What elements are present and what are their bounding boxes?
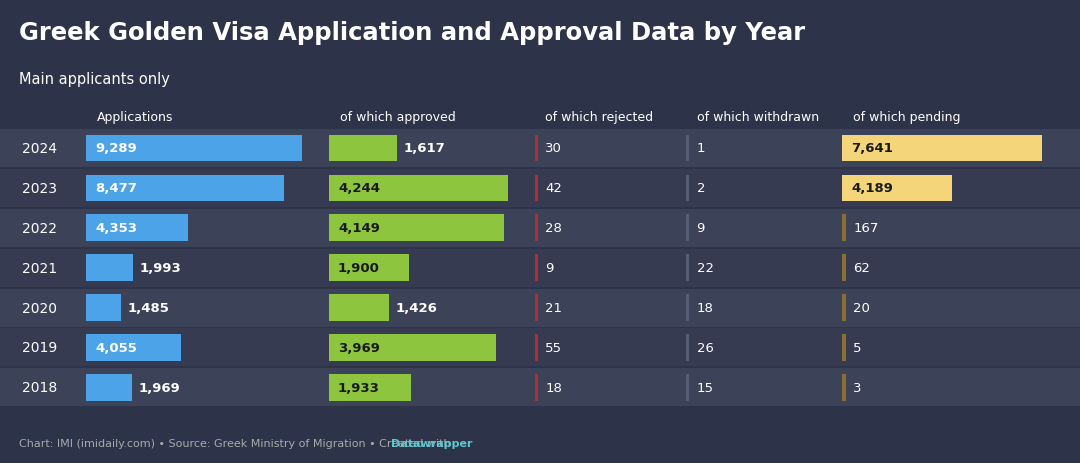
FancyBboxPatch shape (535, 135, 538, 162)
Text: 4,055: 4,055 (95, 341, 137, 354)
Text: 167: 167 (853, 222, 878, 235)
Text: 26: 26 (697, 341, 714, 354)
Text: 9: 9 (545, 262, 554, 275)
FancyBboxPatch shape (86, 175, 284, 202)
Text: 18: 18 (545, 381, 563, 394)
FancyBboxPatch shape (686, 215, 689, 242)
Text: 4,353: 4,353 (95, 222, 137, 235)
FancyBboxPatch shape (535, 215, 538, 242)
Text: 21: 21 (545, 301, 563, 314)
FancyBboxPatch shape (535, 334, 538, 361)
Text: 3: 3 (853, 381, 862, 394)
FancyBboxPatch shape (842, 135, 1042, 162)
FancyBboxPatch shape (0, 369, 1080, 407)
FancyBboxPatch shape (329, 135, 397, 162)
Text: 3,969: 3,969 (338, 341, 380, 354)
Text: of which approved: of which approved (340, 111, 456, 124)
FancyBboxPatch shape (535, 294, 538, 321)
Text: 9,289: 9,289 (95, 142, 137, 155)
Text: 2023: 2023 (22, 181, 56, 195)
Text: 1,485: 1,485 (127, 301, 170, 314)
FancyBboxPatch shape (86, 374, 132, 401)
Text: 30: 30 (545, 142, 563, 155)
Text: Applications: Applications (97, 111, 174, 124)
Text: 1,426: 1,426 (395, 301, 437, 314)
FancyBboxPatch shape (329, 334, 496, 361)
FancyBboxPatch shape (842, 215, 846, 242)
Text: 1,900: 1,900 (338, 262, 380, 275)
Text: of which withdrawn: of which withdrawn (697, 111, 819, 124)
Text: 22: 22 (697, 262, 714, 275)
Text: 4,244: 4,244 (338, 182, 380, 195)
FancyBboxPatch shape (686, 374, 689, 401)
FancyBboxPatch shape (535, 175, 538, 202)
FancyBboxPatch shape (0, 169, 1080, 207)
FancyBboxPatch shape (0, 209, 1080, 247)
Text: Main applicants only: Main applicants only (19, 72, 171, 87)
Text: 42: 42 (545, 182, 563, 195)
FancyBboxPatch shape (329, 215, 503, 242)
FancyBboxPatch shape (86, 135, 302, 162)
FancyBboxPatch shape (86, 215, 188, 242)
Text: 2: 2 (697, 182, 705, 195)
FancyBboxPatch shape (86, 255, 133, 282)
Text: 20: 20 (853, 301, 870, 314)
FancyBboxPatch shape (842, 374, 846, 401)
Text: 28: 28 (545, 222, 563, 235)
FancyBboxPatch shape (86, 334, 180, 361)
Text: 2021: 2021 (22, 261, 57, 275)
FancyBboxPatch shape (329, 255, 409, 282)
Text: 1,969: 1,969 (138, 381, 180, 394)
Text: of which pending: of which pending (853, 111, 961, 124)
Text: 2022: 2022 (22, 221, 56, 235)
FancyBboxPatch shape (329, 294, 389, 321)
Text: 4,189: 4,189 (851, 182, 893, 195)
Text: 4,149: 4,149 (338, 222, 380, 235)
FancyBboxPatch shape (686, 175, 689, 202)
FancyBboxPatch shape (686, 294, 689, 321)
Text: 2018: 2018 (22, 381, 57, 394)
FancyBboxPatch shape (0, 289, 1080, 327)
Text: Chart: IMI (imidaily.com) • Source: Greek Ministry of Migration • Created with: Chart: IMI (imidaily.com) • Source: Gree… (19, 438, 455, 448)
Text: 7,641: 7,641 (851, 142, 893, 155)
Text: Greek Golden Visa Application and Approval Data by Year: Greek Golden Visa Application and Approv… (19, 21, 806, 45)
FancyBboxPatch shape (0, 130, 1080, 168)
Text: 9: 9 (697, 222, 705, 235)
Text: 18: 18 (697, 301, 714, 314)
FancyBboxPatch shape (686, 334, 689, 361)
FancyBboxPatch shape (686, 255, 689, 282)
FancyBboxPatch shape (842, 175, 951, 202)
FancyBboxPatch shape (535, 255, 538, 282)
FancyBboxPatch shape (842, 294, 846, 321)
FancyBboxPatch shape (686, 135, 689, 162)
FancyBboxPatch shape (329, 175, 508, 202)
FancyBboxPatch shape (535, 374, 538, 401)
Text: 2020: 2020 (22, 301, 56, 315)
Text: 2019: 2019 (22, 341, 57, 355)
Text: 2024: 2024 (22, 142, 56, 156)
Text: Datawrapper: Datawrapper (391, 438, 472, 448)
Text: 1,933: 1,933 (338, 381, 380, 394)
Text: of which rejected: of which rejected (545, 111, 653, 124)
Text: 55: 55 (545, 341, 563, 354)
Text: 5: 5 (853, 341, 862, 354)
Text: 1,993: 1,993 (139, 262, 181, 275)
Text: 62: 62 (853, 262, 870, 275)
FancyBboxPatch shape (842, 255, 846, 282)
FancyBboxPatch shape (329, 374, 410, 401)
Text: 1,617: 1,617 (404, 142, 446, 155)
FancyBboxPatch shape (86, 294, 121, 321)
Text: 15: 15 (697, 381, 714, 394)
FancyBboxPatch shape (0, 329, 1080, 367)
Text: 1: 1 (697, 142, 705, 155)
Text: 8,477: 8,477 (95, 182, 137, 195)
FancyBboxPatch shape (842, 334, 846, 361)
FancyBboxPatch shape (0, 249, 1080, 287)
